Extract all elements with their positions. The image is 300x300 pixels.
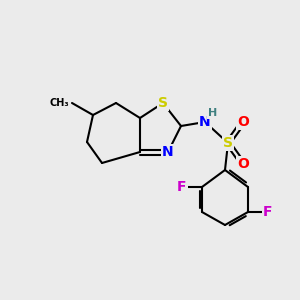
Text: S: S (223, 136, 233, 150)
Text: O: O (237, 115, 249, 129)
Text: H: H (208, 108, 217, 118)
Text: F: F (263, 205, 273, 219)
Text: S: S (158, 96, 168, 110)
Text: O: O (237, 157, 249, 171)
Text: CH₃: CH₃ (50, 98, 69, 108)
Text: N: N (199, 115, 211, 129)
Text: N: N (162, 145, 174, 159)
Text: F: F (177, 180, 187, 194)
